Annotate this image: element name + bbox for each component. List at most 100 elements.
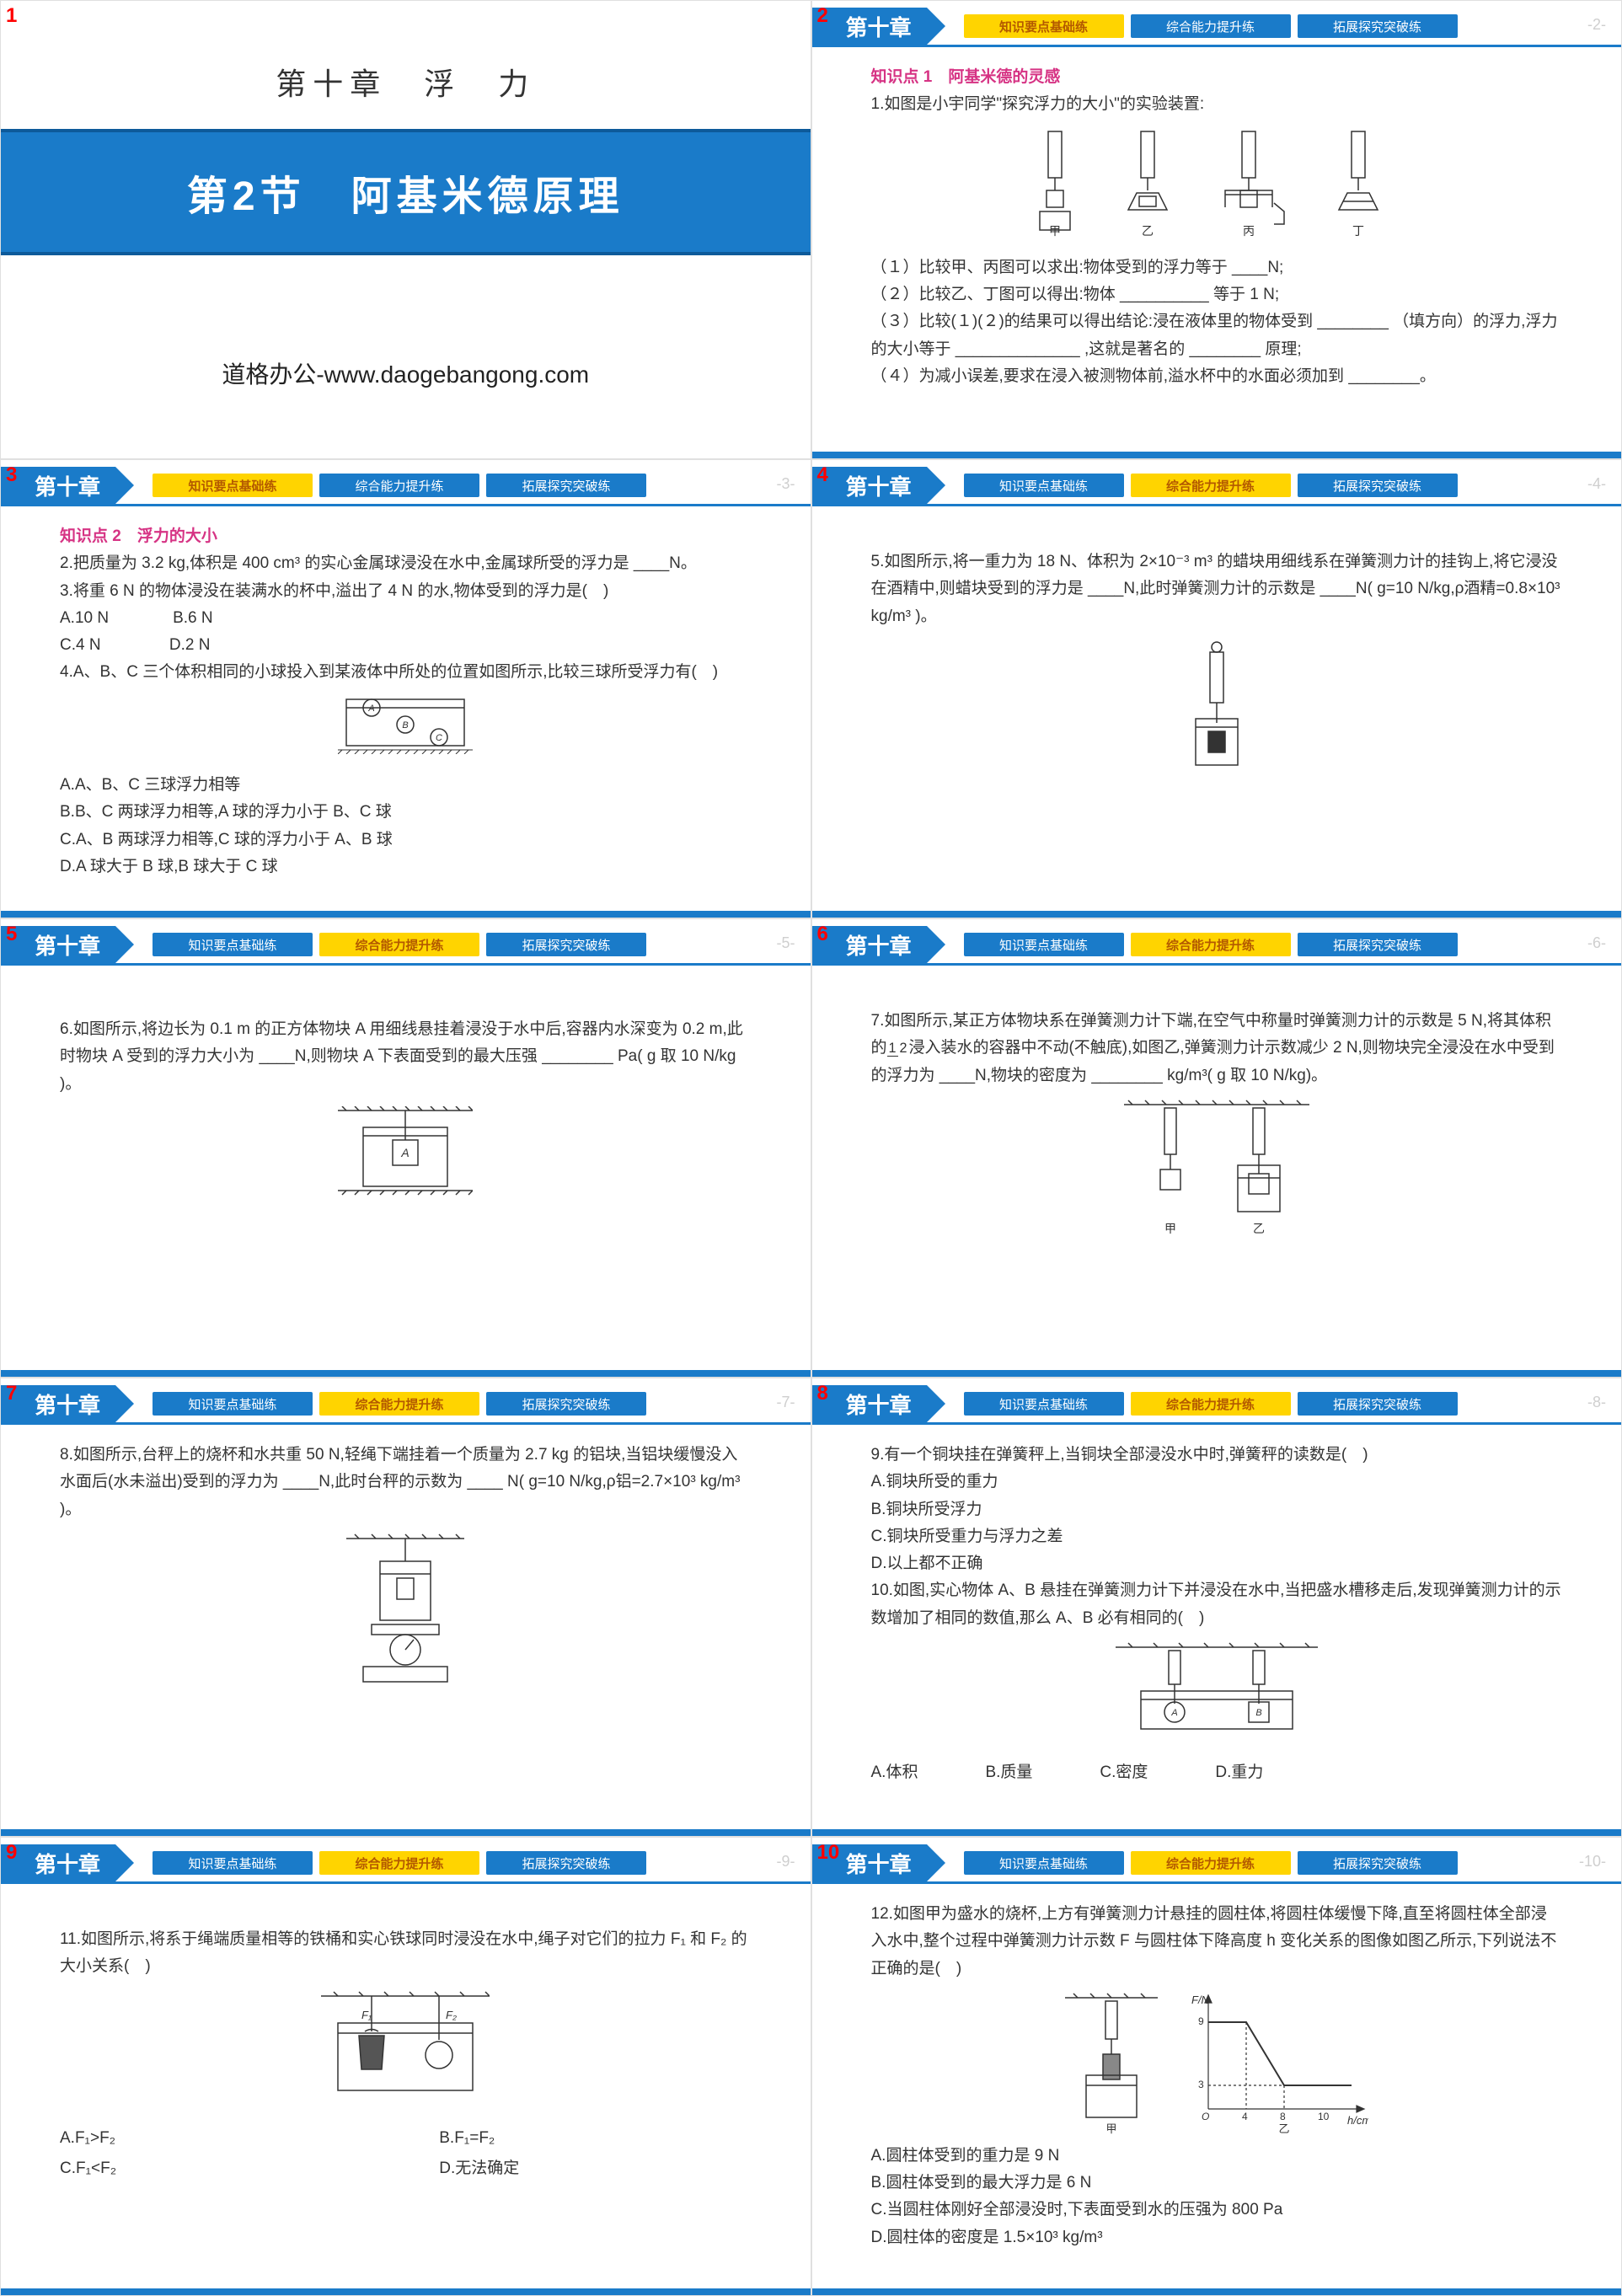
figure-two-springs-tank: A B <box>871 1640 1563 1751</box>
chapter-tag: 第十章 <box>812 926 927 963</box>
tab-basics[interactable]: 知识要点基础练 <box>153 1392 313 1416</box>
svg-text:O: O <box>1202 2111 1209 2122</box>
tab-advanced[interactable]: 综合能力提升练 <box>1131 1392 1291 1416</box>
tab-extend[interactable]: 拓展探究突破练 <box>1298 1851 1458 1875</box>
chapter-tag: 第十章 <box>812 1385 927 1422</box>
q5: 5.如图所示,将一重力为 18 N、体积为 2×10⁻³ m³ 的蜡块用细线系在… <box>871 549 1563 630</box>
page-number: -10- <box>1579 1844 1621 1881</box>
q1-part4: （４）为减小误差,要求在浸入被测物体前,溢水杯中的水面必须加到 ________… <box>871 363 1563 390</box>
tab-basics[interactable]: 知识要点基础练 <box>964 1392 1124 1416</box>
content: 知识点 2 浮力的大小 2.把质量为 3.2 kg,体积是 400 cm³ 的实… <box>1 506 811 889</box>
figure-block-water: A <box>60 1106 752 1208</box>
q9: 9.有一个铜块挂在弹簧秤上,当铜块全部浸没水中时,弹簧秤的读数是( ) <box>871 1442 1563 1469</box>
svg-text:F/N: F/N <box>1191 1994 1210 2006</box>
tab-advanced[interactable]: 综合能力提升练 <box>319 1851 479 1875</box>
tab-advanced[interactable]: 综合能力提升练 <box>319 933 479 956</box>
opt-b: B.质量 <box>985 1759 1032 1786</box>
tab-extend[interactable]: 拓展探究突破练 <box>1298 1392 1458 1416</box>
tab-basics[interactable]: 知识要点基础练 <box>964 1851 1124 1875</box>
q9-opt-d: D.以上都不正确 <box>871 1550 1563 1577</box>
content: 9.有一个铜块挂在弹簧秤上,当铜块全部浸没水中时,弹簧秤的读数是( ) A.铜块… <box>812 1425 1622 1796</box>
q1-intro: 1.如图是小宇同学"探究浮力的大小"的实验装置: <box>871 91 1563 118</box>
svg-text:F₁: F₁ <box>361 2009 372 2021</box>
figure-spring-beaker <box>871 639 1563 791</box>
tab-basics[interactable]: 知识要点基础练 <box>964 933 1124 956</box>
chapter-tag: 第十章 <box>1 1385 115 1422</box>
svg-text:B: B <box>403 720 409 731</box>
tab-advanced[interactable]: 综合能力提升练 <box>319 474 479 497</box>
q11-options: A.F₁>F₂ B.F₁=F₂ C.F₁<F₂ D.无法确定 <box>60 2125 752 2183</box>
tab-basics[interactable]: 知识要点基础练 <box>153 1851 313 1875</box>
svg-text:4: 4 <box>1242 2111 1248 2122</box>
slide-number: 3 <box>6 463 17 487</box>
slide-6: 6 第十章 知识要点基础练 综合能力提升练 拓展探究突破练 -6- 7.如图所示… <box>811 918 1622 1378</box>
tab-basics[interactable]: 知识要点基础练 <box>153 474 313 497</box>
slide-number: 8 <box>817 1382 828 1405</box>
q4-opt-c: C.A、B 两球浮力相等,C 球的浮力小于 A、B 球 <box>60 827 752 854</box>
svg-text:甲: 甲 <box>1164 1222 1176 1235</box>
opt-d: D.重力 <box>1215 1759 1263 1786</box>
opt-d: D.无法确定 <box>439 2155 751 2182</box>
tab-extend[interactable]: 拓展探究突破练 <box>486 474 646 497</box>
tab-advanced[interactable]: 综合能力提升练 <box>319 1392 479 1416</box>
q1-part2: （２）比较乙、丁图可以得出:物体 __________ 等于 1 N; <box>871 281 1563 308</box>
tab-advanced[interactable]: 综合能力提升练 <box>1131 14 1291 38</box>
svg-text:F₂: F₂ <box>446 2009 457 2021</box>
tab-basics[interactable]: 知识要点基础练 <box>964 14 1124 38</box>
q12-opt-c: C.当圆柱体刚好全部浸没时,下表面受到水的压强为 800 Pa <box>871 2197 1563 2224</box>
figure-spring-two: 甲 乙 <box>871 1098 1563 1250</box>
figure-cylinder-graph: 甲 F/N h/cm 9 3 O 4 8 <box>871 1991 1563 2134</box>
tab-basics[interactable]: 知识要点基础练 <box>964 474 1124 497</box>
svg-text:乙: 乙 <box>1253 1222 1265 1235</box>
tab-advanced[interactable]: 综合能力提升练 <box>1131 1851 1291 1875</box>
tab-basics[interactable]: 知识要点基础练 <box>153 933 313 956</box>
q9-opt-b: B.铜块所受浮力 <box>871 1496 1563 1523</box>
svg-text:8: 8 <box>1280 2111 1286 2122</box>
slide-10: 10 第十章 知识要点基础练 综合能力提升练 拓展探究突破练 -10- 12.如… <box>811 1837 1622 2296</box>
slide-number: 7 <box>6 1382 17 1405</box>
q1-part3: （３）比较(１)(２)的结果可以得出结论:浸在液体里的物体受到 ________… <box>871 308 1563 363</box>
svg-text:3: 3 <box>1198 2079 1204 2090</box>
figure-beaker-3balls: A B C <box>60 695 752 763</box>
opt-a: A.F₁>F₂ <box>60 2125 372 2152</box>
content: 7.如图所示,某正方体物块系在弹簧测力计下端,在空气中称量时弹簧测力计的示数是 … <box>812 966 1622 1267</box>
slide-7: 7 第十章 知识要点基础练 综合能力提升练 拓展探究突破练 -7- 8.如图所示… <box>0 1378 811 1837</box>
chapter-tag: 第十章 <box>1 926 115 963</box>
tab-extend[interactable]: 拓展探究突破练 <box>1298 14 1458 38</box>
slide-number: 4 <box>817 463 828 487</box>
svg-text:甲: 甲 <box>1105 2122 1116 2134</box>
tab-extend[interactable]: 拓展探究突破练 <box>486 933 646 956</box>
svg-text:丙: 丙 <box>1243 224 1255 237</box>
q10: 10.如图,实心物体 A、B 悬挂在弹簧测力计下并浸没在水中,当把盛水槽移走后,… <box>871 1577 1563 1632</box>
figure-spring-scales: 甲 乙 <box>871 127 1563 246</box>
page-number: -2- <box>1587 8 1621 45</box>
slide-5: 5 第十章 知识要点基础练 综合能力提升练 拓展探究突破练 -5- 6.如图所示… <box>0 918 811 1378</box>
chapter-tag: 第十章 <box>1 1844 115 1881</box>
q12-opt-b: B.圆柱体受到的最大浮力是 6 N <box>871 2170 1563 2197</box>
content: 8.如图所示,台秤上的烧杯和水共重 50 N,轻绳下端挂着一个质量为 2.7 k… <box>1 1425 811 1718</box>
knowledge-point: 知识点 2 浮力的大小 <box>60 523 752 550</box>
tab-advanced[interactable]: 综合能力提升练 <box>1131 933 1291 956</box>
svg-text:乙: 乙 <box>1278 2122 1289 2134</box>
svg-text:A: A <box>401 1146 410 1159</box>
tab-advanced[interactable]: 综合能力提升练 <box>1131 474 1291 497</box>
tab-extend[interactable]: 拓展探究突破练 <box>1298 474 1458 497</box>
tab-extend[interactable]: 拓展探究突破练 <box>486 1392 646 1416</box>
slide-number: 10 <box>817 1841 840 1865</box>
q12: 12.如图甲为盛水的烧杯,上方有弹簧测力计悬挂的圆柱体,将圆柱体缓慢下降,直至将… <box>871 1901 1563 1983</box>
tab-bar: 第十章 知识要点基础练 综合能力提升练 拓展探究突破练 -7- <box>1 1385 811 1422</box>
svg-text:乙: 乙 <box>1142 224 1154 237</box>
svg-text:丁: 丁 <box>1352 224 1364 237</box>
tab-extend[interactable]: 拓展探究突破练 <box>486 1851 646 1875</box>
chapter-tag: 第十章 <box>812 8 927 45</box>
tab-bar: 第十章 知识要点基础练 综合能力提升练 拓展探究突破练 -4- <box>812 467 1622 504</box>
tab-bar: 第十章 知识要点基础练 综合能力提升练 拓展探究突破练 -3- <box>1 467 811 504</box>
watermark: 道格办公-www.daogebangong.com <box>1 356 811 390</box>
opt-b: B.F₁=F₂ <box>439 2125 751 2152</box>
opt-c: C.F₁<F₂ <box>60 2155 372 2182</box>
tab-extend[interactable]: 拓展探究突破练 <box>1298 933 1458 956</box>
q4-opt-d: D.A 球大于 B 球,B 球大于 C 球 <box>60 854 752 880</box>
slide-grid: 1 第十章 浮 力 第2节 阿基米德原理 道格办公-www.daogebango… <box>0 0 1622 2296</box>
page-number: -8- <box>1587 1385 1621 1422</box>
slide-number: 6 <box>817 923 828 946</box>
